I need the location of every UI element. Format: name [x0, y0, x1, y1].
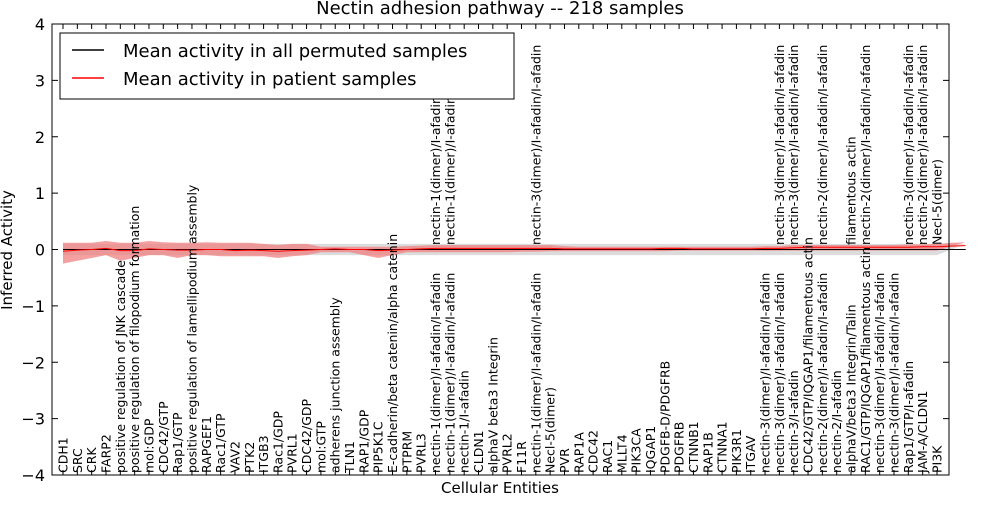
x-tick-label: nectin-3(dimer)/I-afadin/I-afadin: [758, 273, 773, 473]
x-tick-label: CDC42/GTP: [156, 401, 171, 473]
x-tick-label: MLLT4: [614, 434, 629, 473]
x-tick-label-extension: nectin-3(dimer)/I-afadin/I-afadin: [528, 45, 543, 245]
y-tick-label: −1: [21, 297, 45, 316]
x-tick-label: CDC42/GTP/IQGAP1/filamentous actin: [801, 237, 816, 473]
x-tick-label: F11R: [514, 441, 529, 473]
y-tick-label: 0: [35, 241, 45, 260]
x-tick-label-extension: nectin-2(dimer)/I-afadin/I-afadin: [915, 45, 930, 245]
plot-area: [62, 241, 966, 264]
legend-label-patient: Mean activity in patient samples: [123, 69, 417, 90]
x-tick-label: PDGFRB: [672, 422, 687, 473]
x-tick-label: RAC1: [600, 440, 615, 473]
y-axis-label: Inferred Activity: [0, 190, 16, 310]
y-tick-label: 1: [35, 184, 45, 203]
x-tick-label: alphaV/beta3 Integrin/Talin: [844, 305, 859, 474]
x-tick-label: positive regulation of JNK cascade: [113, 260, 128, 473]
x-tick-label: CLDN1: [471, 430, 486, 473]
x-tick-label: nectin-3(dimer)/I-afadin/I-afadin: [872, 273, 887, 473]
y-tick-label: 2: [35, 128, 45, 147]
x-tick-label-extension: nectin-3(dimer)/I-afadin/I-afadin: [772, 45, 787, 245]
legend: Mean activity in all permuted samples Me…: [59, 32, 515, 100]
x-tick-label: SRC: [70, 448, 85, 473]
patient-band: [63, 241, 966, 264]
x-tick-label-extension: nectin-2(dimer)/I-afadin/I-afadin: [815, 45, 830, 245]
x-tick-label: ITGB3: [256, 435, 271, 473]
legend-box: [59, 32, 515, 100]
x-tick-label: Rac1/GDP: [270, 411, 285, 473]
x-tick-label: positive regulation of lamellipodium ass…: [185, 184, 200, 473]
x-tick-label: RAP1B: [700, 432, 715, 473]
x-tick-label-extension: nectin-3(dimer)/I-afadin/I-afadin: [901, 45, 916, 245]
x-tick-label: PTPRM: [399, 431, 414, 473]
y-axis: −4 −3 −2 −1 0 1 2 3 4: [21, 15, 949, 485]
x-tick-label: PTK2: [242, 442, 257, 473]
x-tick-label: PDGFB-D/PDGFRB: [657, 361, 672, 473]
x-tick-label: adherens junction assembly: [328, 297, 343, 473]
x-tick-label: nectin-2(dimer)/I-afadin/I-afadin: [815, 273, 830, 473]
x-tick-label-extension: filamentous actin: [844, 136, 859, 245]
x-tick-label: TLN1: [342, 441, 357, 474]
x-tick-label: PVRL2: [500, 433, 515, 473]
x-tick-label: nectin-3(dimer)/I-afadin/I-afadin: [772, 273, 787, 473]
x-tick-label: CRK: [84, 447, 99, 473]
legend-label-permuted: Mean activity in all permuted samples: [123, 41, 467, 62]
y-tick-label: −2: [21, 353, 45, 372]
x-tick-label: CDH1: [56, 437, 71, 473]
x-tick-label: nectin-1(dimer)/I-afadin/I-afadin: [442, 273, 457, 473]
x-tick-label: VAV2: [227, 441, 242, 473]
x-tick-label-extension: nectin-1(dimer)/I-afadin: [442, 96, 457, 245]
x-tick-label: Rac1/GTP: [213, 413, 228, 473]
x-tick-label-extension: nectin-3(dimer)/I-afadin/I-afadin: [786, 45, 801, 245]
x-tick-label: Necl-5(dimer): [543, 387, 558, 473]
chart-title: Nectin adhesion pathway -- 218 samples: [316, 0, 684, 19]
x-tick-label: nectin-2/I-afadin: [829, 370, 844, 473]
x-axis: CDH1 SRC CRK FARP2 positive regulation of JN…: [56, 24, 945, 475]
x-tick-label: Rap1/GTP/I-afadin: [901, 361, 916, 473]
y-tick-label: 3: [35, 71, 45, 90]
y-tick-label: −4: [21, 466, 45, 485]
x-tick-label: PVRL3: [414, 433, 429, 473]
x-tick-label: Rap1/GTP: [170, 412, 185, 473]
x-tick-label: ITGAV: [743, 435, 758, 473]
x-tick-label: JAM-A/CLDN1: [915, 391, 930, 474]
x-tick-label: RAP1/GDP: [356, 409, 371, 473]
x-tick-label: CTNNA1: [715, 421, 730, 473]
y-tick-label: 4: [35, 15, 45, 34]
x-tick-label: PIK3R1: [729, 429, 744, 473]
x-tick-label-extension: nectin-2(dimer)/I-afadin/I-afadin: [858, 45, 873, 245]
x-tick-label: PVR: [557, 448, 572, 473]
x-tick-label: PI3K: [930, 445, 945, 473]
x-tick-label: nectin-3/I-afadin: [786, 370, 801, 473]
x-tick-label: PVRL1: [285, 433, 300, 473]
x-tick-label: RAPGEF1: [199, 416, 214, 473]
x-tick-label: nectin-1/I-afadin: [457, 370, 472, 473]
x-tick-label: FARP2: [99, 434, 114, 473]
x-tick-label: CTNNB1: [686, 421, 701, 473]
x-tick-label: CDC42/GDP: [299, 398, 314, 473]
x-tick-label: CDC42: [586, 430, 601, 473]
x-tick-label: E-cadherin/beta catenin/alpha catenin: [385, 234, 400, 473]
x-tick-label: RAC1/GTP/IQGAP1/filamentous actin: [858, 247, 873, 473]
x-tick-label: nectin-1(dimer)/I-afadin/I-afadin: [528, 273, 543, 473]
x-tick-label: IQGAP1: [643, 426, 658, 473]
x-tick-label: alphaV beta3 Integrin: [485, 337, 500, 473]
x-tick-label: nectin-1(dimer)/I-afadin/I-afadin: [428, 273, 443, 473]
x-tick-label: nectin-3(dimer)/I-afadin/I-afadin: [887, 273, 902, 473]
x-tick-label: mol:GDP: [142, 418, 157, 473]
y-tick-label: −3: [21, 410, 45, 429]
x-tick-label: positive regulation of filopodium format…: [127, 206, 142, 473]
patient-mean-line: [62, 245, 966, 252]
x-axis-label: Cellular Entities: [441, 479, 559, 497]
x-tick-label: PIK3CA: [629, 428, 644, 473]
x-tick-label: PIP5K1C: [371, 421, 386, 473]
x-tick-label: mol:GTP: [313, 421, 328, 473]
x-tick-label: RAP1A: [571, 432, 586, 473]
x-tick-label-extension: Necl-5(dimer): [930, 159, 945, 245]
